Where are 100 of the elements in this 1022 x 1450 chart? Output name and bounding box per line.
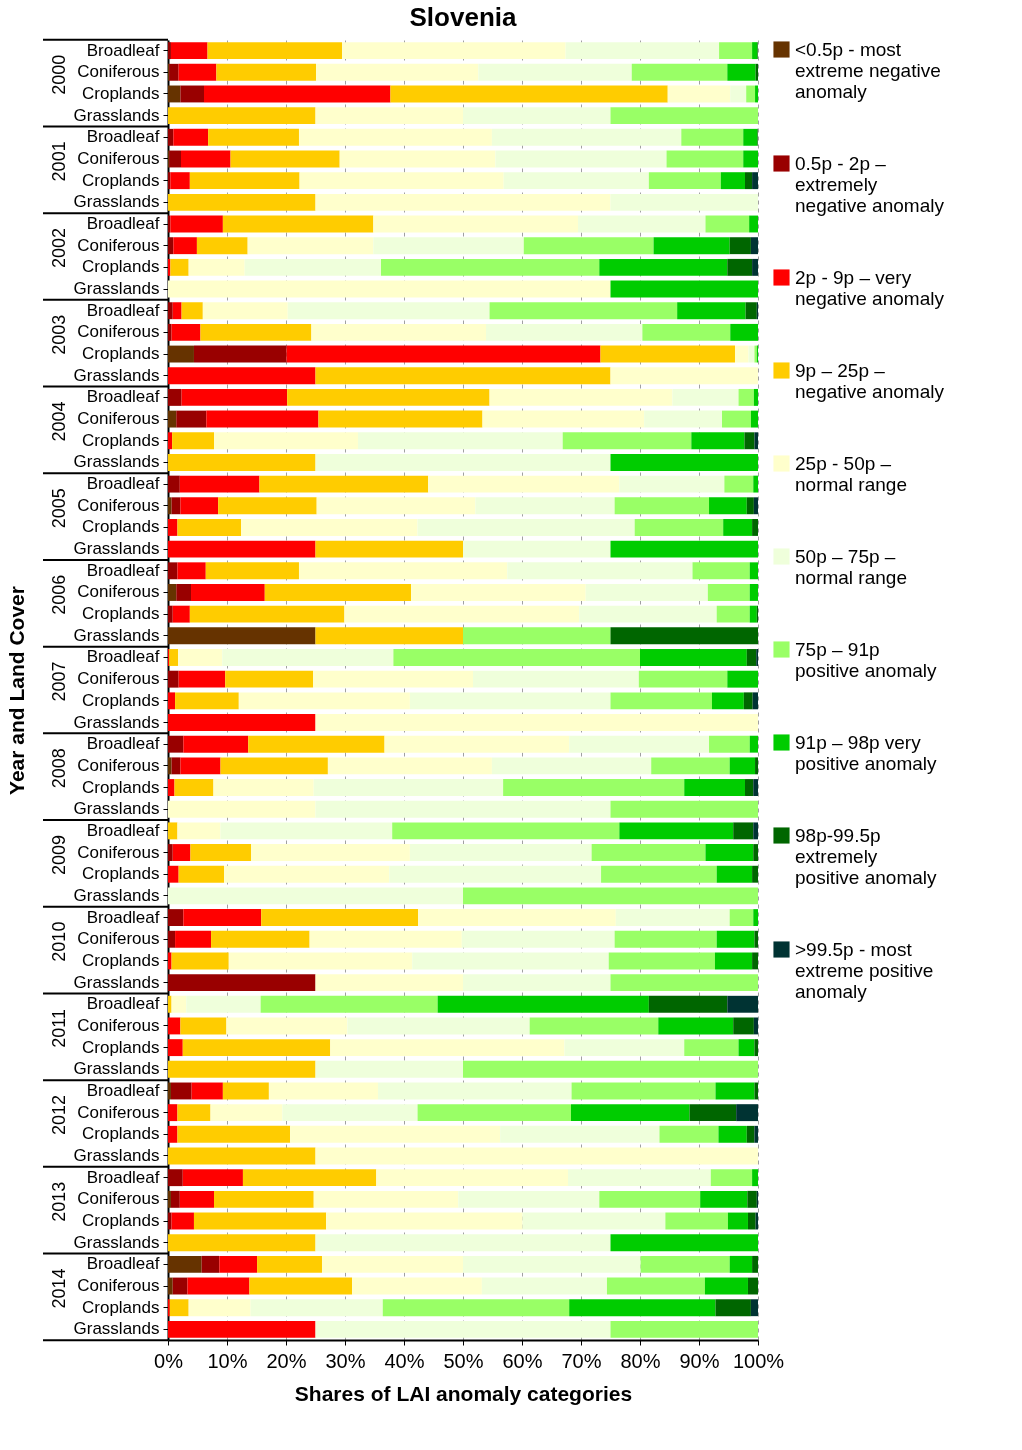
bar [463, 974, 611, 992]
y-tick-label: Broadleaf [86, 1254, 160, 1274]
bar [722, 410, 751, 428]
y-tick-label: Grasslands [73, 452, 160, 472]
bar [745, 172, 753, 190]
bar [169, 649, 179, 666]
bar [168, 1320, 316, 1338]
x-tick-label: 60% [502, 1349, 543, 1372]
bar [428, 475, 620, 493]
bar [168, 627, 316, 645]
bar [610, 453, 758, 471]
bar [188, 1299, 251, 1317]
bar [315, 800, 611, 818]
bar [716, 865, 753, 883]
bar [179, 475, 260, 493]
bar [183, 909, 262, 927]
bar [207, 42, 343, 60]
bar [743, 150, 758, 168]
bar [473, 670, 639, 688]
bar [463, 887, 758, 905]
bar [743, 692, 753, 710]
bar [181, 302, 203, 320]
bar [315, 1060, 463, 1078]
y-tick-label: Broadleaf [86, 734, 160, 754]
bar [168, 1277, 173, 1295]
bar [168, 670, 179, 688]
y-tick-label: Grasslands [73, 1059, 160, 1079]
legend-label: 25p - 50p – normal range [795, 452, 907, 495]
bar [290, 1125, 501, 1143]
bar [752, 172, 758, 190]
text: 2006 [49, 574, 69, 615]
bar [282, 1104, 418, 1122]
bar [168, 475, 180, 493]
y-tick-label: Broadleaf [86, 820, 160, 840]
bar [730, 85, 747, 103]
bar [206, 410, 319, 428]
bar [691, 432, 745, 450]
bar [486, 323, 643, 341]
bar [659, 1125, 719, 1143]
bar [578, 215, 706, 233]
bar [648, 172, 721, 190]
y-tick-label: Coniferous [77, 1189, 160, 1209]
bar [727, 63, 756, 81]
x-tick-label: 30% [325, 1349, 366, 1372]
bar [172, 302, 182, 320]
bar [344, 605, 580, 623]
bar [384, 735, 570, 753]
y-tick-label: Coniferous [77, 842, 160, 862]
bar [171, 757, 181, 775]
bar [752, 518, 758, 536]
bar [174, 779, 214, 796]
bar [718, 1125, 747, 1143]
bar [205, 562, 299, 580]
bar [170, 42, 208, 60]
bar [418, 909, 616, 927]
bar [746, 1125, 755, 1143]
bar [315, 193, 611, 211]
bar [753, 497, 758, 515]
bar [220, 822, 393, 840]
bar [746, 85, 756, 103]
y-tick-label: Grasslands [73, 1232, 160, 1252]
bar [196, 237, 248, 255]
bar [180, 497, 219, 515]
bar [642, 323, 731, 341]
bar [168, 1212, 172, 1230]
bar [458, 1190, 600, 1208]
bar [222, 649, 394, 666]
bar [182, 1039, 331, 1057]
bar [753, 388, 758, 406]
bar [224, 865, 390, 883]
bar [482, 410, 645, 428]
y-tick-label: Coniferous [77, 148, 160, 168]
x-axis-title: Shares of LAI anomaly categories [294, 1381, 633, 1405]
bar [610, 692, 712, 710]
bar [382, 1299, 570, 1317]
bar [568, 1169, 711, 1187]
bar [600, 345, 735, 363]
bar [380, 258, 600, 276]
bar [168, 757, 172, 775]
text: 2005 [49, 488, 69, 529]
bar [749, 562, 758, 580]
bar [169, 1299, 189, 1317]
x-tick-label: 10% [207, 1349, 248, 1372]
bar [183, 735, 249, 753]
bar [463, 1060, 758, 1078]
y-tick-label: Croplands [82, 777, 160, 797]
bar [168, 822, 178, 840]
bar [749, 584, 758, 601]
bar [745, 302, 757, 320]
bar [610, 1320, 758, 1338]
bar [412, 952, 609, 970]
bar [714, 952, 753, 970]
bar [754, 1125, 758, 1143]
bar [357, 432, 563, 450]
bar [347, 1017, 530, 1035]
text: 2011 [49, 1008, 69, 1048]
bar [311, 323, 487, 341]
bar [743, 128, 758, 146]
bar [219, 1255, 258, 1273]
y-tick-label: Coniferous [77, 235, 160, 255]
